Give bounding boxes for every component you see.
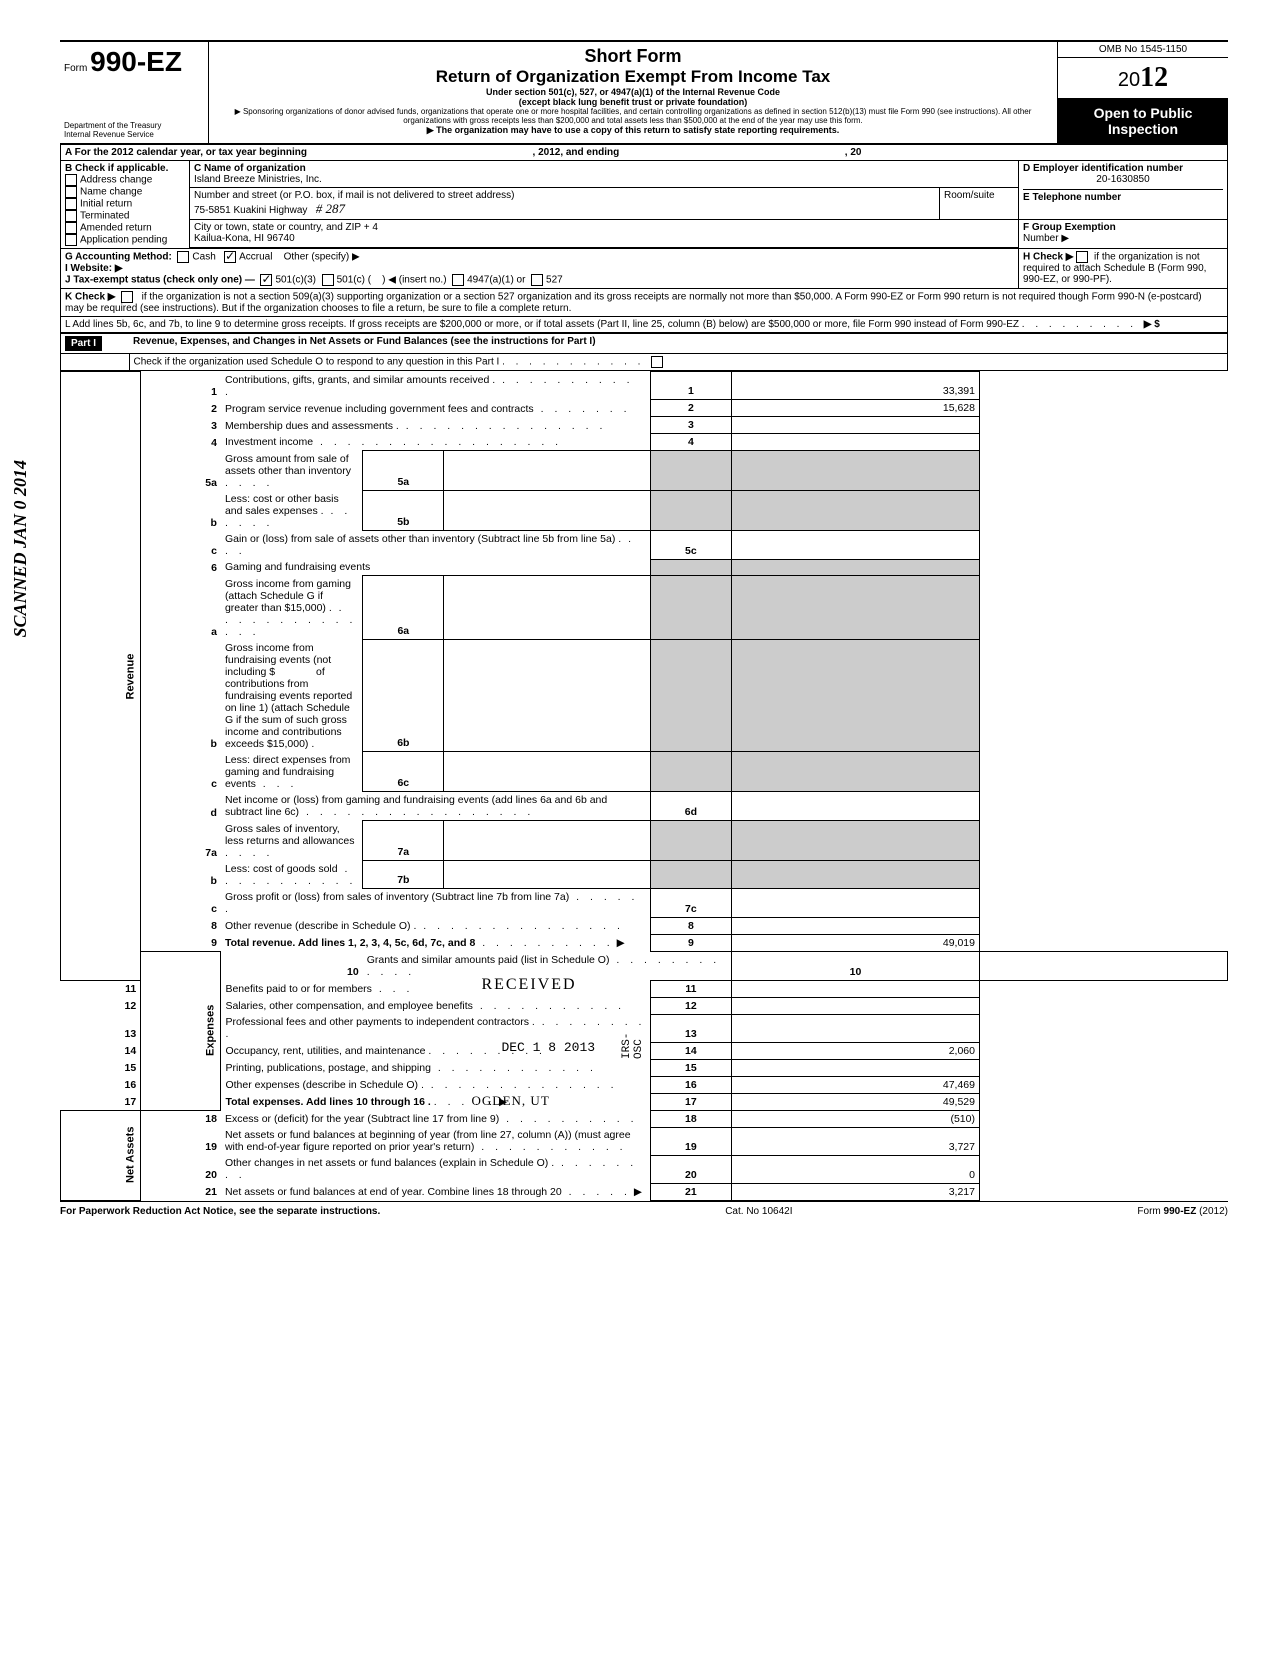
form-header: Form 990-EZ Department of the Treasury I… bbox=[60, 40, 1228, 145]
part1-label: Part I bbox=[65, 336, 102, 351]
room-label: Room/suite bbox=[944, 190, 995, 201]
revenue-label: Revenue bbox=[61, 372, 141, 981]
line18-val: (510) bbox=[732, 1110, 980, 1127]
street: 75-5851 Kuakini Highway bbox=[194, 205, 307, 216]
stamp-ogden: OGDEN, UT bbox=[471, 1093, 549, 1109]
checkbox-terminated[interactable] bbox=[65, 210, 77, 222]
copy-note: ▶ The organization may have to use a cop… bbox=[213, 125, 1053, 136]
footer-right: Form 990-EZ (2012) bbox=[1137, 1206, 1228, 1217]
g-label: G Accounting Method: bbox=[65, 252, 172, 263]
checkbox-4947[interactable] bbox=[452, 274, 464, 286]
e-label: E Telephone number bbox=[1023, 192, 1121, 203]
h-label: H Check ▶ bbox=[1023, 252, 1073, 263]
checkbox-name-change[interactable] bbox=[65, 186, 77, 198]
checkbox-501c3[interactable] bbox=[260, 274, 272, 286]
city: Kailua-Kona, HI 96740 bbox=[194, 233, 295, 244]
page-footer: For Paperwork Reduction Act Notice, see … bbox=[60, 1201, 1228, 1217]
line21-val: 3,217 bbox=[732, 1183, 980, 1200]
checkbox-schedule-o[interactable] bbox=[651, 356, 663, 368]
checkbox-cash[interactable] bbox=[177, 251, 189, 263]
checkbox-amended[interactable] bbox=[65, 222, 77, 234]
ein: 20-1630850 bbox=[1023, 174, 1223, 185]
checkbox-k[interactable] bbox=[121, 291, 133, 303]
net-assets-label: Net Assets bbox=[61, 1110, 141, 1200]
received-stamp: RECEIVED bbox=[481, 976, 576, 993]
open-public: Open to Public Inspection bbox=[1058, 99, 1228, 143]
checkbox-application-pending[interactable] bbox=[65, 234, 77, 246]
stamp-irs: IRS-OSC bbox=[621, 1028, 645, 1059]
return-title: Return of Organization Exempt From Incom… bbox=[213, 67, 1053, 87]
footer-left: For Paperwork Reduction Act Notice, see … bbox=[60, 1206, 380, 1217]
subtitle1: Under section 501(c), 527, or 4947(a)(1)… bbox=[213, 87, 1053, 97]
b-label: B Check if applicable. bbox=[65, 163, 168, 174]
addr-label: Number and street (or P.O. box, if mail … bbox=[194, 190, 515, 201]
checkbox-501c[interactable] bbox=[322, 274, 334, 286]
line2-val: 15,628 bbox=[732, 400, 980, 417]
omb-number: OMB No 1545-1150 bbox=[1058, 42, 1228, 58]
line1-val: 33,391 bbox=[732, 372, 980, 400]
checkbox-address-change[interactable] bbox=[65, 174, 77, 186]
l-text: L Add lines 5b, 6c, and 7b, to line 9 to… bbox=[65, 319, 1019, 330]
checkbox-h[interactable] bbox=[1076, 251, 1088, 263]
expenses-label: Expenses bbox=[141, 951, 221, 1110]
sponsor-note: ▶ Sponsoring organizations of donor advi… bbox=[213, 107, 1053, 125]
dept-treasury: Department of the Treasury Internal Reve… bbox=[64, 121, 204, 139]
part1-check: Check if the organization used Schedule … bbox=[134, 357, 500, 368]
part1-header: Part I Revenue, Expenses, and Changes in… bbox=[60, 333, 1228, 371]
i-label: I Website: ▶ bbox=[65, 263, 123, 274]
city-label: City or town, state or country, and ZIP … bbox=[194, 222, 378, 233]
line19-val: 3,727 bbox=[732, 1127, 980, 1155]
k-label: K Check ▶ bbox=[65, 292, 115, 303]
scanned-stamp: SCANNED JAN 0 2014 bbox=[10, 460, 31, 638]
j-label: J Tax-exempt status (check only one) — bbox=[65, 275, 255, 286]
suite-handwritten: # 287 bbox=[316, 201, 345, 216]
line16-val: 47,469 bbox=[732, 1076, 980, 1093]
footer-center: Cat. No 10642I bbox=[725, 1206, 792, 1217]
stamp-date: DEC 1 8 2013 bbox=[501, 1040, 595, 1055]
checkbox-initial-return[interactable] bbox=[65, 198, 77, 210]
line14-val: 2,060 bbox=[732, 1042, 980, 1059]
line20-val: 0 bbox=[732, 1155, 980, 1183]
line-a: A For the 2012 calendar year, or tax yea… bbox=[65, 147, 307, 158]
checkbox-527[interactable] bbox=[531, 274, 543, 286]
lines-table: Revenue 1 Contributions, gifts, grants, … bbox=[60, 371, 1228, 1201]
org-name: Island Breeze Ministries, Inc. bbox=[194, 174, 322, 185]
line17-val: 49,529 bbox=[732, 1093, 980, 1110]
k-text: if the organization is not a section 509… bbox=[65, 292, 1202, 314]
tax-year: 2012 bbox=[1058, 58, 1228, 99]
part1-title: Revenue, Expenses, and Changes in Net As… bbox=[133, 336, 596, 347]
f-label: F Group Exemption bbox=[1023, 222, 1116, 233]
c-label: C Name of organization bbox=[194, 163, 306, 174]
short-form-label: Short Form bbox=[213, 46, 1053, 67]
d-label: D Employer identification number bbox=[1023, 163, 1183, 174]
identity-block: A For the 2012 calendar year, or tax yea… bbox=[60, 145, 1228, 333]
line9-val: 49,019 bbox=[732, 934, 980, 951]
checkbox-accrual[interactable] bbox=[224, 251, 236, 263]
form-number: Form 990-EZ bbox=[64, 46, 204, 78]
subtitle2: (except black lung benefit trust or priv… bbox=[213, 97, 1053, 107]
